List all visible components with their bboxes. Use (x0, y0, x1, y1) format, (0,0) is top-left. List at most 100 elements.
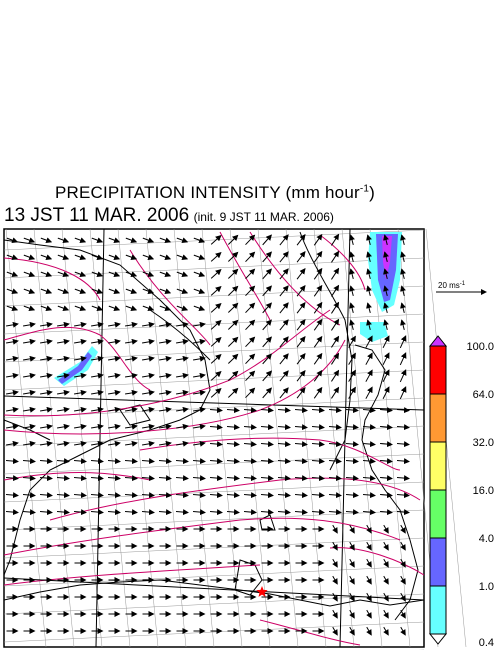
wind-arrow (366, 234, 372, 245)
wind-arrow (262, 251, 272, 263)
wind-arrow (175, 509, 189, 516)
wind-arrow (159, 305, 172, 311)
init-time: (init. 9 JST 11 MAR. 2006) (193, 210, 334, 224)
wind-arrow (22, 458, 36, 465)
wind-arrow (349, 251, 355, 262)
wind-arrow (5, 509, 19, 516)
wind-arrow (313, 233, 323, 246)
wind-arrow (400, 541, 406, 551)
wind-arrow (279, 370, 289, 382)
wind-arrow (91, 288, 104, 294)
wind-arrow (193, 321, 206, 328)
wind-arrow (279, 251, 289, 263)
wind-arrow (311, 492, 325, 499)
wind-arrow (227, 234, 239, 245)
wind-arrow (362, 458, 376, 465)
wind-arrow (210, 285, 222, 296)
wind-arrow (56, 492, 70, 499)
grid-meridian (173, 228, 215, 648)
wind-arrow (332, 541, 338, 551)
wind-arrow (57, 423, 70, 430)
wind-arrow (209, 407, 223, 414)
wind-arrow (40, 355, 53, 362)
wind-arrow (193, 440, 206, 447)
wind-vectors (5, 233, 410, 636)
wind-arrow (91, 440, 104, 447)
wind-arrow (57, 372, 70, 379)
wind-arrow (262, 319, 272, 331)
wind-arrow (108, 321, 121, 328)
wind-arrow (159, 254, 172, 260)
wind-arrow (260, 407, 274, 414)
wind-arrow (365, 369, 373, 382)
wind-arrow (210, 268, 222, 279)
wind-arrow (90, 475, 104, 482)
wind-scale-label: 20 ms-1 (438, 281, 466, 290)
wind-arrow (73, 492, 87, 499)
wind-arrow (362, 475, 376, 482)
wind-arrow (294, 458, 308, 465)
wind-arrow (22, 509, 36, 516)
precipitation-area (360, 322, 388, 342)
wind-arrow (74, 423, 87, 430)
wind-arrow (193, 237, 206, 243)
wind-arrow (262, 387, 272, 399)
wind-arrow (108, 406, 121, 413)
wind-arrow (366, 524, 372, 534)
wind-arrow (383, 302, 389, 313)
wind-arrow (57, 305, 70, 311)
wind-arrow (142, 254, 155, 260)
wind-arrow (313, 284, 323, 297)
wind-arrow (383, 541, 389, 551)
wind-arrow (6, 372, 19, 379)
wind-arrow (227, 353, 239, 364)
wind-arrow (382, 352, 390, 366)
wind-arrow (90, 458, 104, 465)
wind-arrow (56, 509, 70, 516)
wind-arrow (227, 285, 239, 296)
wind-arrow (294, 509, 308, 516)
wind-arrow (313, 369, 323, 382)
wind-arrow (210, 302, 222, 313)
wind-arrow (362, 492, 376, 499)
wind-arrow (91, 271, 104, 277)
wind-arrow (226, 509, 240, 516)
wind-arrow (349, 609, 355, 619)
wind-arrow (243, 509, 257, 516)
wind-arrow (40, 288, 53, 294)
wind-arrow (176, 237, 189, 243)
wind-arrow (192, 492, 206, 499)
map-subtitle: 13 JST 11 MAR. 2006 (init. 9 JST 11 MAR.… (4, 205, 334, 227)
wind-arrow (383, 285, 389, 296)
wind-arrow (23, 372, 36, 379)
wind-arrow (125, 237, 138, 243)
wind-arrow (5, 458, 19, 465)
legend-level-label: 16.0 (473, 485, 494, 497)
wind-arrow (362, 424, 376, 431)
wind-arrow (40, 321, 53, 328)
wind-arrow (331, 335, 340, 348)
wind-arrow (159, 338, 172, 345)
wind-arrow (23, 423, 36, 430)
wind-arrow (383, 251, 389, 262)
wind-arrow (262, 336, 272, 348)
wind-arrow (108, 440, 121, 447)
wind-arrow (328, 475, 342, 482)
wind-arrow (311, 509, 325, 516)
wind-arrow (296, 319, 306, 331)
wind-arrow (57, 338, 70, 345)
wind-arrow (158, 492, 172, 499)
wind-arrow (262, 370, 272, 382)
color-legend: 100.0 64.0 32.0 16.0 4.0 1.0 0.4 (428, 335, 494, 649)
wind-arrow (296, 370, 306, 382)
wind-arrow (366, 558, 372, 568)
wind-arrow (176, 254, 189, 260)
wind-arrow (400, 302, 406, 313)
coastline (3, 419, 51, 441)
wind-arrow (226, 492, 240, 499)
isobar (219, 231, 271, 321)
wind-arrow (332, 626, 338, 636)
wind-arrow (141, 458, 155, 465)
wind-arrow (23, 254, 36, 260)
wind-arrow (245, 234, 256, 246)
